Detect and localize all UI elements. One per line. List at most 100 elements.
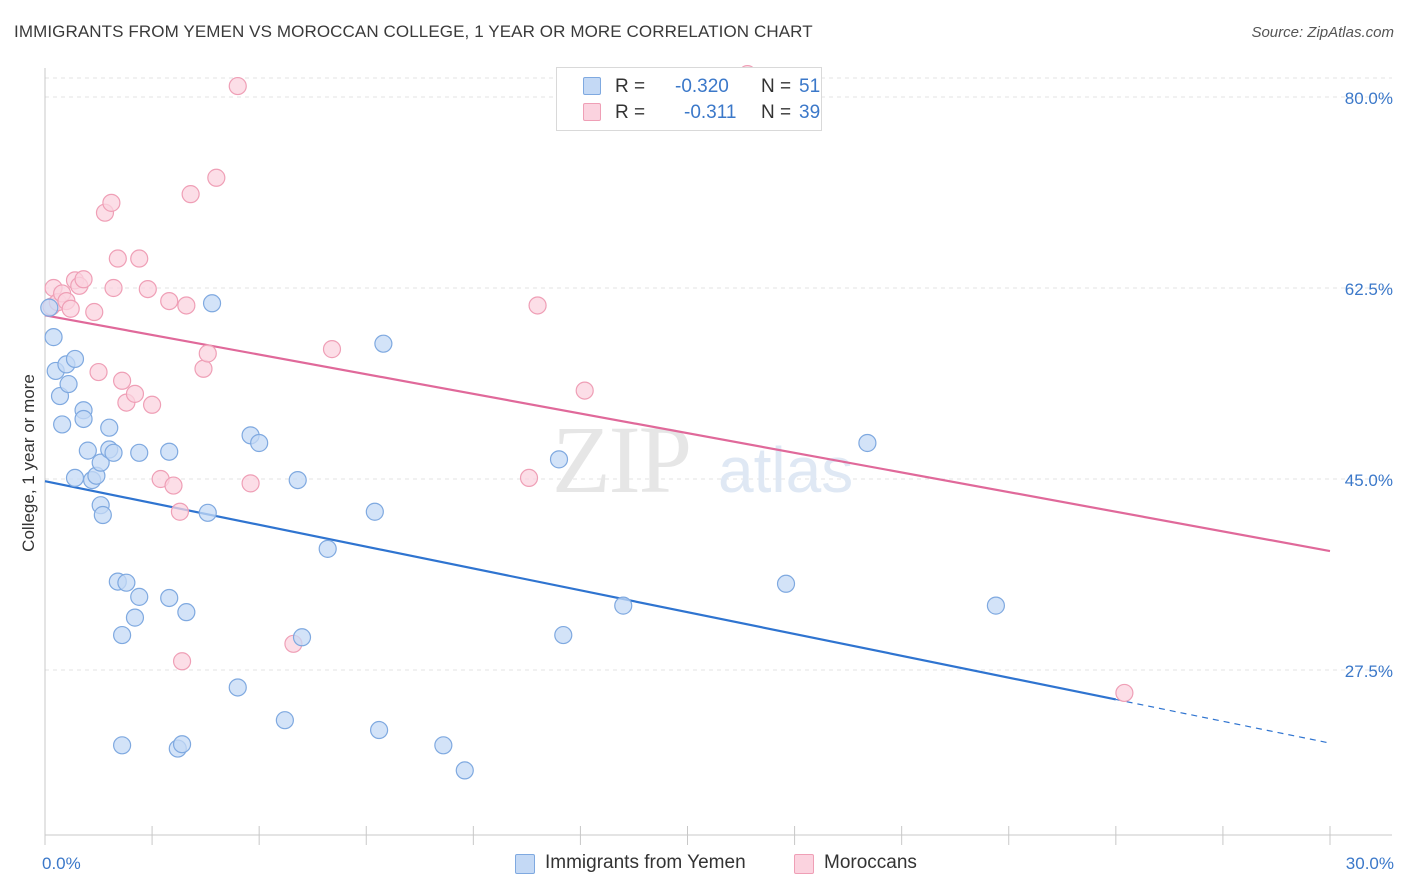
y-axis-label: College, 1 year or more [19,374,38,552]
source-label: Source: ZipAtlas.com [1251,24,1394,41]
point-yemen [160,588,179,608]
point-yemen [986,596,1006,615]
bottom-legend-yemen[interactable]: Immigrants from Yemen [515,852,775,876]
point-yemen [112,625,132,645]
point-yemen [160,442,179,461]
point-yemen [100,418,119,437]
point-yemen [374,334,393,353]
point-moroccans [104,278,123,298]
legend-n-value: 51 [799,76,821,97]
point-yemen [78,441,97,460]
x-tick-label-max: 30.0% [1346,854,1394,873]
point-yemen [65,468,85,488]
point-moroccans [177,296,196,315]
trend-line-yemen [44,480,1117,701]
point-yemen [614,596,633,615]
point-moroccans [575,381,594,400]
point-yemen [44,328,63,347]
bottom-legend-label-yemen: Immigrants from Yemen [545,852,746,873]
point-moroccans [102,193,121,212]
point-moroccans [228,76,247,96]
point-moroccans [181,185,200,204]
point-yemen [53,415,72,434]
point-yemen [112,736,132,755]
point-yemen [65,349,85,369]
legend-r-value: -0.320 [675,76,729,97]
point-moroccans [519,468,539,488]
legend-r-label: R = [615,102,646,123]
bottom-legend-swatch-yemen [515,854,535,874]
point-moroccans [207,168,226,187]
point-yemen [130,587,149,606]
point-moroccans [160,291,179,311]
point-moroccans [61,299,80,318]
legend-swatch-moroccans [583,103,601,121]
point-moroccans [322,340,342,359]
point-yemen [130,443,149,462]
point-yemen [292,628,312,647]
point-moroccans [138,279,157,299]
point-moroccans [241,474,260,493]
point-yemen [776,574,796,593]
point-yemen [250,433,269,453]
trend-line-moroccans [44,314,1331,553]
grid-lines [45,77,1392,671]
point-yemen [177,603,196,622]
bottom-legend-moroccans[interactable]: Moroccans [794,852,944,876]
y-axis-label-wrap: College, 1 year or more [4,0,54,892]
point-moroccans [172,652,192,671]
point-yemen [554,625,573,645]
point-moroccans [108,249,127,268]
point-yemen [455,761,474,780]
point-moroccans [528,296,547,315]
watermark-atlas: atlas [718,434,853,506]
point-yemen [74,409,93,429]
legend-swatch-yemen [583,77,601,95]
y-tick-label: 27.5% [1345,662,1393,681]
trend-line-yemen-extension [1115,698,1331,744]
series-yemen [40,294,1006,780]
point-yemen [858,433,877,453]
y-tick-label: 45.0% [1345,471,1393,490]
legend-r-label: R = [615,76,646,97]
point-yemen [365,502,384,521]
point-yemen [172,735,192,754]
point-yemen [202,294,222,313]
point-moroccans [112,371,132,390]
point-yemen [549,450,569,469]
series-moroccans [42,64,1134,703]
chart-title: IMMIGRANTS FROM YEMEN VS MOROCCAN COLLEG… [14,22,813,41]
point-moroccans [1115,683,1134,703]
x-tick-label-min: 0.0% [42,854,81,873]
watermark-zip: ZIP [552,406,690,513]
point-yemen [434,736,453,755]
point-moroccans [194,359,213,378]
point-moroccans [89,362,108,382]
axes [44,68,1392,845]
bottom-legend-swatch-moroccans [794,854,814,874]
point-moroccans [198,344,217,363]
tick-labels: 27.5% 45.0% 62.5% 80.0% 0.0% 30.0% [42,89,1394,873]
point-moroccans [85,302,104,322]
point-yemen [198,503,217,522]
point-moroccans [130,249,149,268]
y-tick-label: 80.0% [1345,89,1393,108]
point-yemen [91,453,110,472]
point-yemen [93,505,112,525]
point-moroccans [142,395,162,414]
point-yemen [125,608,145,627]
point-moroccans [74,270,93,289]
point-moroccans [170,502,190,521]
point-yemen [59,374,78,394]
legend-r-value: -0.311 [684,102,737,123]
point-yemen [370,720,389,740]
point-yemen [40,298,59,317]
point-moroccans [164,476,183,495]
trend-lines [44,314,1331,744]
point-yemen [104,443,123,462]
bottom-legend-label-moroccans: Moroccans [824,852,917,873]
legend-n-value: 39 [799,102,821,123]
point-yemen [288,470,307,490]
point-yemen [228,678,247,697]
correlation-legend: R = -0.320 N = 51 R = -0.311 N = 39 [556,67,822,131]
